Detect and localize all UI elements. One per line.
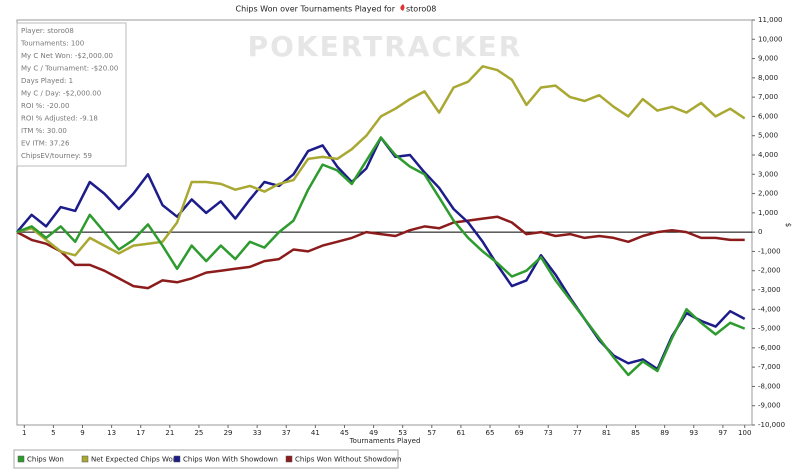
legend — [13, 449, 399, 469]
legend-label: Net Expected Chips Won — [91, 456, 177, 464]
x-tick-label: 5 — [51, 429, 55, 437]
x-tick-label: 17 — [136, 429, 145, 437]
x-tick-label: 61 — [456, 429, 465, 437]
y-tick-label: 1,000 — [758, 209, 778, 217]
x-tick-label: 81 — [602, 429, 611, 437]
x-tick-label: 85 — [631, 429, 640, 437]
x-tick-label: 97 — [718, 429, 727, 437]
x-tick-label: 57 — [427, 429, 436, 437]
y-tick-label: 8,000 — [758, 74, 778, 82]
x-tick-label: 1 — [22, 429, 26, 437]
x-tick-label: 77 — [573, 429, 582, 437]
info-line: Days Played: 1 — [21, 77, 73, 85]
chart-title: Chips Won over Tournaments Played for — [236, 5, 396, 14]
info-line: ROI %: -20.00 — [21, 102, 69, 110]
x-tick-label: 33 — [253, 429, 262, 437]
watermark: POKERTRACKER — [248, 30, 523, 63]
y-tick-label: 4,000 — [758, 151, 778, 159]
plot-frame — [16, 19, 753, 426]
x-tick-label: 37 — [282, 429, 291, 437]
info-line: Tournaments: 100 — [20, 40, 84, 48]
y-tick-label: -2,000 — [758, 267, 781, 275]
x-tick-label: 89 — [660, 429, 669, 437]
y-tick-label: 3,000 — [758, 170, 778, 178]
x-tick-label: 21 — [165, 429, 174, 437]
legend-label: Chips Won — [27, 456, 64, 464]
legend-label: Chips Won With Showdown — [183, 456, 278, 464]
y-tick-label: -4,000 — [758, 305, 781, 313]
y-tick-label: 11,000 — [758, 16, 783, 24]
x-axis-label: Tournaments Played — [349, 437, 421, 445]
info-line: EV ITM: 37.26 — [21, 140, 70, 148]
y-tick-label: -5,000 — [758, 325, 781, 333]
flag-icon — [400, 4, 405, 11]
x-tick-label: 13 — [107, 429, 116, 437]
x-tick-label: 93 — [689, 429, 698, 437]
info-line: Player: storo08 — [21, 27, 74, 35]
legend-swatch — [17, 455, 25, 463]
y-tick-label: -3,000 — [758, 286, 781, 294]
y-tick-label: -10,000 — [758, 421, 785, 429]
player-name: storo08 — [406, 5, 436, 14]
x-tick-label: 9 — [80, 429, 84, 437]
legend-swatch — [81, 455, 89, 463]
legend-swatch — [285, 455, 293, 463]
info-line: My C Net Won: -$2,000.00 — [21, 52, 113, 60]
x-tick-label: 73 — [544, 429, 553, 437]
x-tick-label: 65 — [486, 429, 495, 437]
x-tick-label: 41 — [311, 429, 320, 437]
legend-swatch — [173, 455, 181, 463]
y-tick-label: 7,000 — [758, 93, 778, 101]
x-tick-label: 53 — [398, 429, 407, 437]
x-tick-label: 29 — [224, 429, 233, 437]
info-line: ROI % Adjusted: -9.18 — [21, 115, 98, 123]
y-tick-label: 2,000 — [758, 190, 778, 198]
y-tick-label: -1,000 — [758, 247, 781, 255]
y-tick-label: -9,000 — [758, 402, 781, 410]
x-tick-label: 100 — [738, 429, 751, 437]
info-box — [16, 22, 127, 167]
info-line: My C / Tournament: -$20.00 — [21, 65, 118, 73]
y-tick-label: 5,000 — [758, 132, 778, 140]
x-tick-label: 69 — [515, 429, 524, 437]
x-tick-label: 49 — [369, 429, 378, 437]
y-tick-label: 10,000 — [758, 35, 783, 43]
y-tick-label: 9,000 — [758, 55, 778, 63]
y-tick-label: 0 — [758, 228, 762, 236]
series-line — [16, 215, 745, 290]
y-tick-label: -8,000 — [758, 382, 781, 390]
y-axis-label: $ — [784, 223, 792, 227]
y-tick-label: -6,000 — [758, 344, 781, 352]
legend-label: Chips Won Without Showdown — [295, 456, 401, 464]
series-line — [16, 136, 746, 377]
x-tick-label: 45 — [340, 429, 349, 437]
info-line: ITM %: 30.00 — [21, 127, 67, 135]
series-line — [16, 65, 746, 257]
y-tick-label: -7,000 — [758, 363, 781, 371]
x-tick-label: 25 — [194, 429, 203, 437]
y-tick-label: 6,000 — [758, 112, 778, 120]
info-line: ChipsEV/tourney: 59 — [21, 152, 92, 160]
info-line: My C / Day: -$2,000.00 — [21, 90, 101, 98]
